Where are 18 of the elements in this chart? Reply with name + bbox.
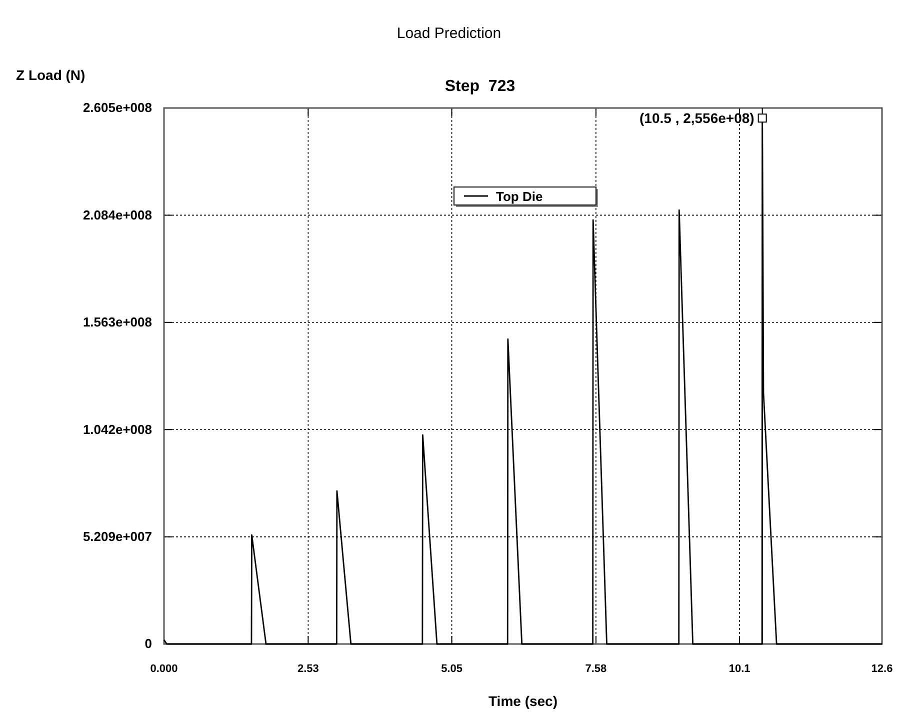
x-tick-label: 2.53 [297,662,319,675]
y-tick-label: 1.042e+008 [82,422,152,437]
x-tick-label: 12.6 [871,662,893,675]
chart-title: Load Prediction [396,25,502,42]
x-tick-label: 10.1 [728,662,750,675]
legend-label: Top Die [496,189,543,204]
y-tick-label: 0 [144,636,152,652]
x-tick-label: 7.58 [585,662,607,675]
x-tick-label: 5.05 [441,662,462,675]
y-tick-label: 1.563e+008 [82,314,152,330]
y-tick-label: 2.605e+008 [82,100,152,116]
x-tick-label: 0.000 [150,662,178,675]
y-tick-label: 5.209e+007 [82,528,152,544]
y-axis-title: Z Load (N) [16,67,86,83]
chart-subtitle: Step 723 [444,78,516,95]
annotation: (10.5 , 2,556e+08) [640,110,754,126]
x-axis-title: Time (sec) [488,693,558,709]
y-tick-label: 2.084e+008 [82,207,152,222]
